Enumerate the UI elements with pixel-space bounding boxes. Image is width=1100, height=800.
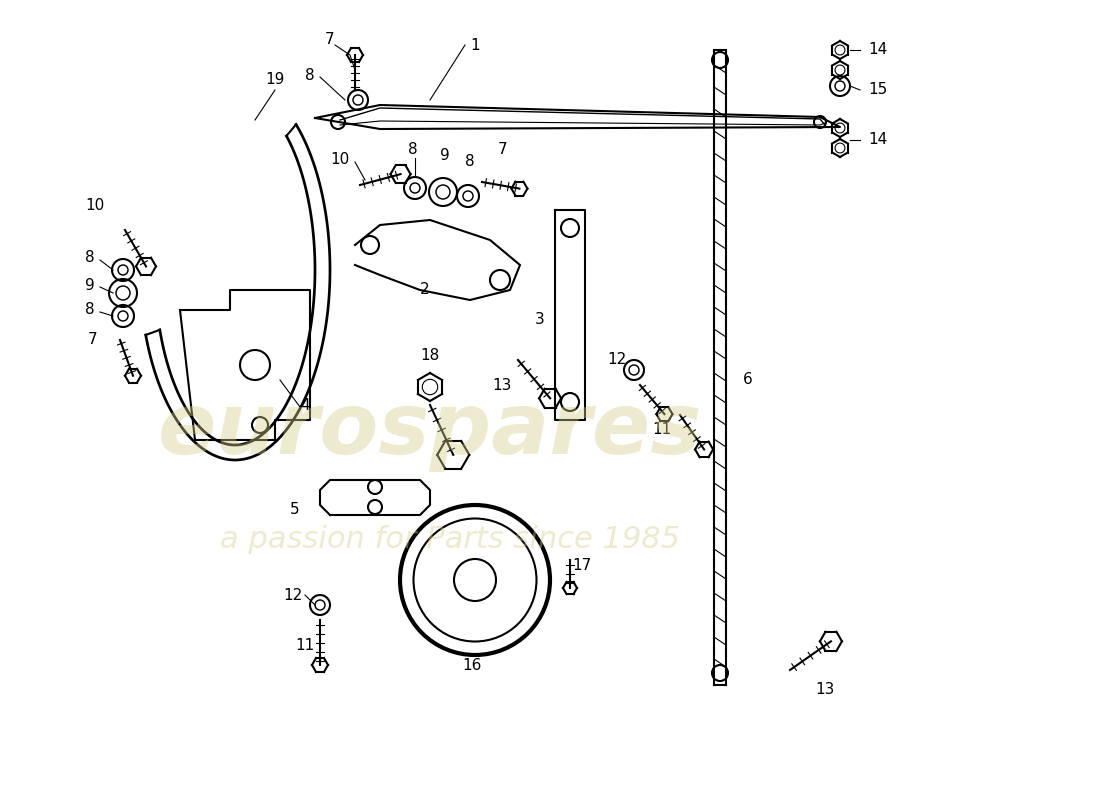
Text: 13: 13 [493,378,512,393]
Text: 5: 5 [290,502,300,518]
Text: 11: 11 [652,422,672,438]
Text: 17: 17 [572,558,592,573]
Text: 9: 9 [440,147,450,162]
Text: 6: 6 [744,373,752,387]
Text: 14: 14 [868,42,888,58]
Text: 14: 14 [868,133,888,147]
Text: 9: 9 [85,278,95,293]
Text: 10: 10 [330,153,350,167]
Text: 3: 3 [535,313,544,327]
Text: 11: 11 [296,638,315,653]
Text: eurospares: eurospares [157,389,702,471]
Text: 8: 8 [408,142,418,158]
Text: 7: 7 [88,333,98,347]
Text: 1: 1 [470,38,480,53]
Text: 19: 19 [265,73,285,87]
Text: a passion for Parts since 1985: a passion for Parts since 1985 [220,526,680,554]
Text: 8: 8 [85,302,95,318]
Text: 2: 2 [420,282,430,298]
Text: 15: 15 [868,82,888,98]
Text: 4: 4 [300,398,309,413]
Text: 7: 7 [498,142,508,158]
Text: 8: 8 [465,154,475,170]
Text: 8: 8 [305,67,315,82]
Text: 16: 16 [462,658,482,673]
Text: 18: 18 [420,347,440,362]
Text: 10: 10 [86,198,104,213]
Text: 12: 12 [607,353,627,367]
Text: 7: 7 [326,33,334,47]
Text: 13: 13 [815,682,835,698]
Text: 8: 8 [85,250,95,266]
Text: 12: 12 [284,587,302,602]
